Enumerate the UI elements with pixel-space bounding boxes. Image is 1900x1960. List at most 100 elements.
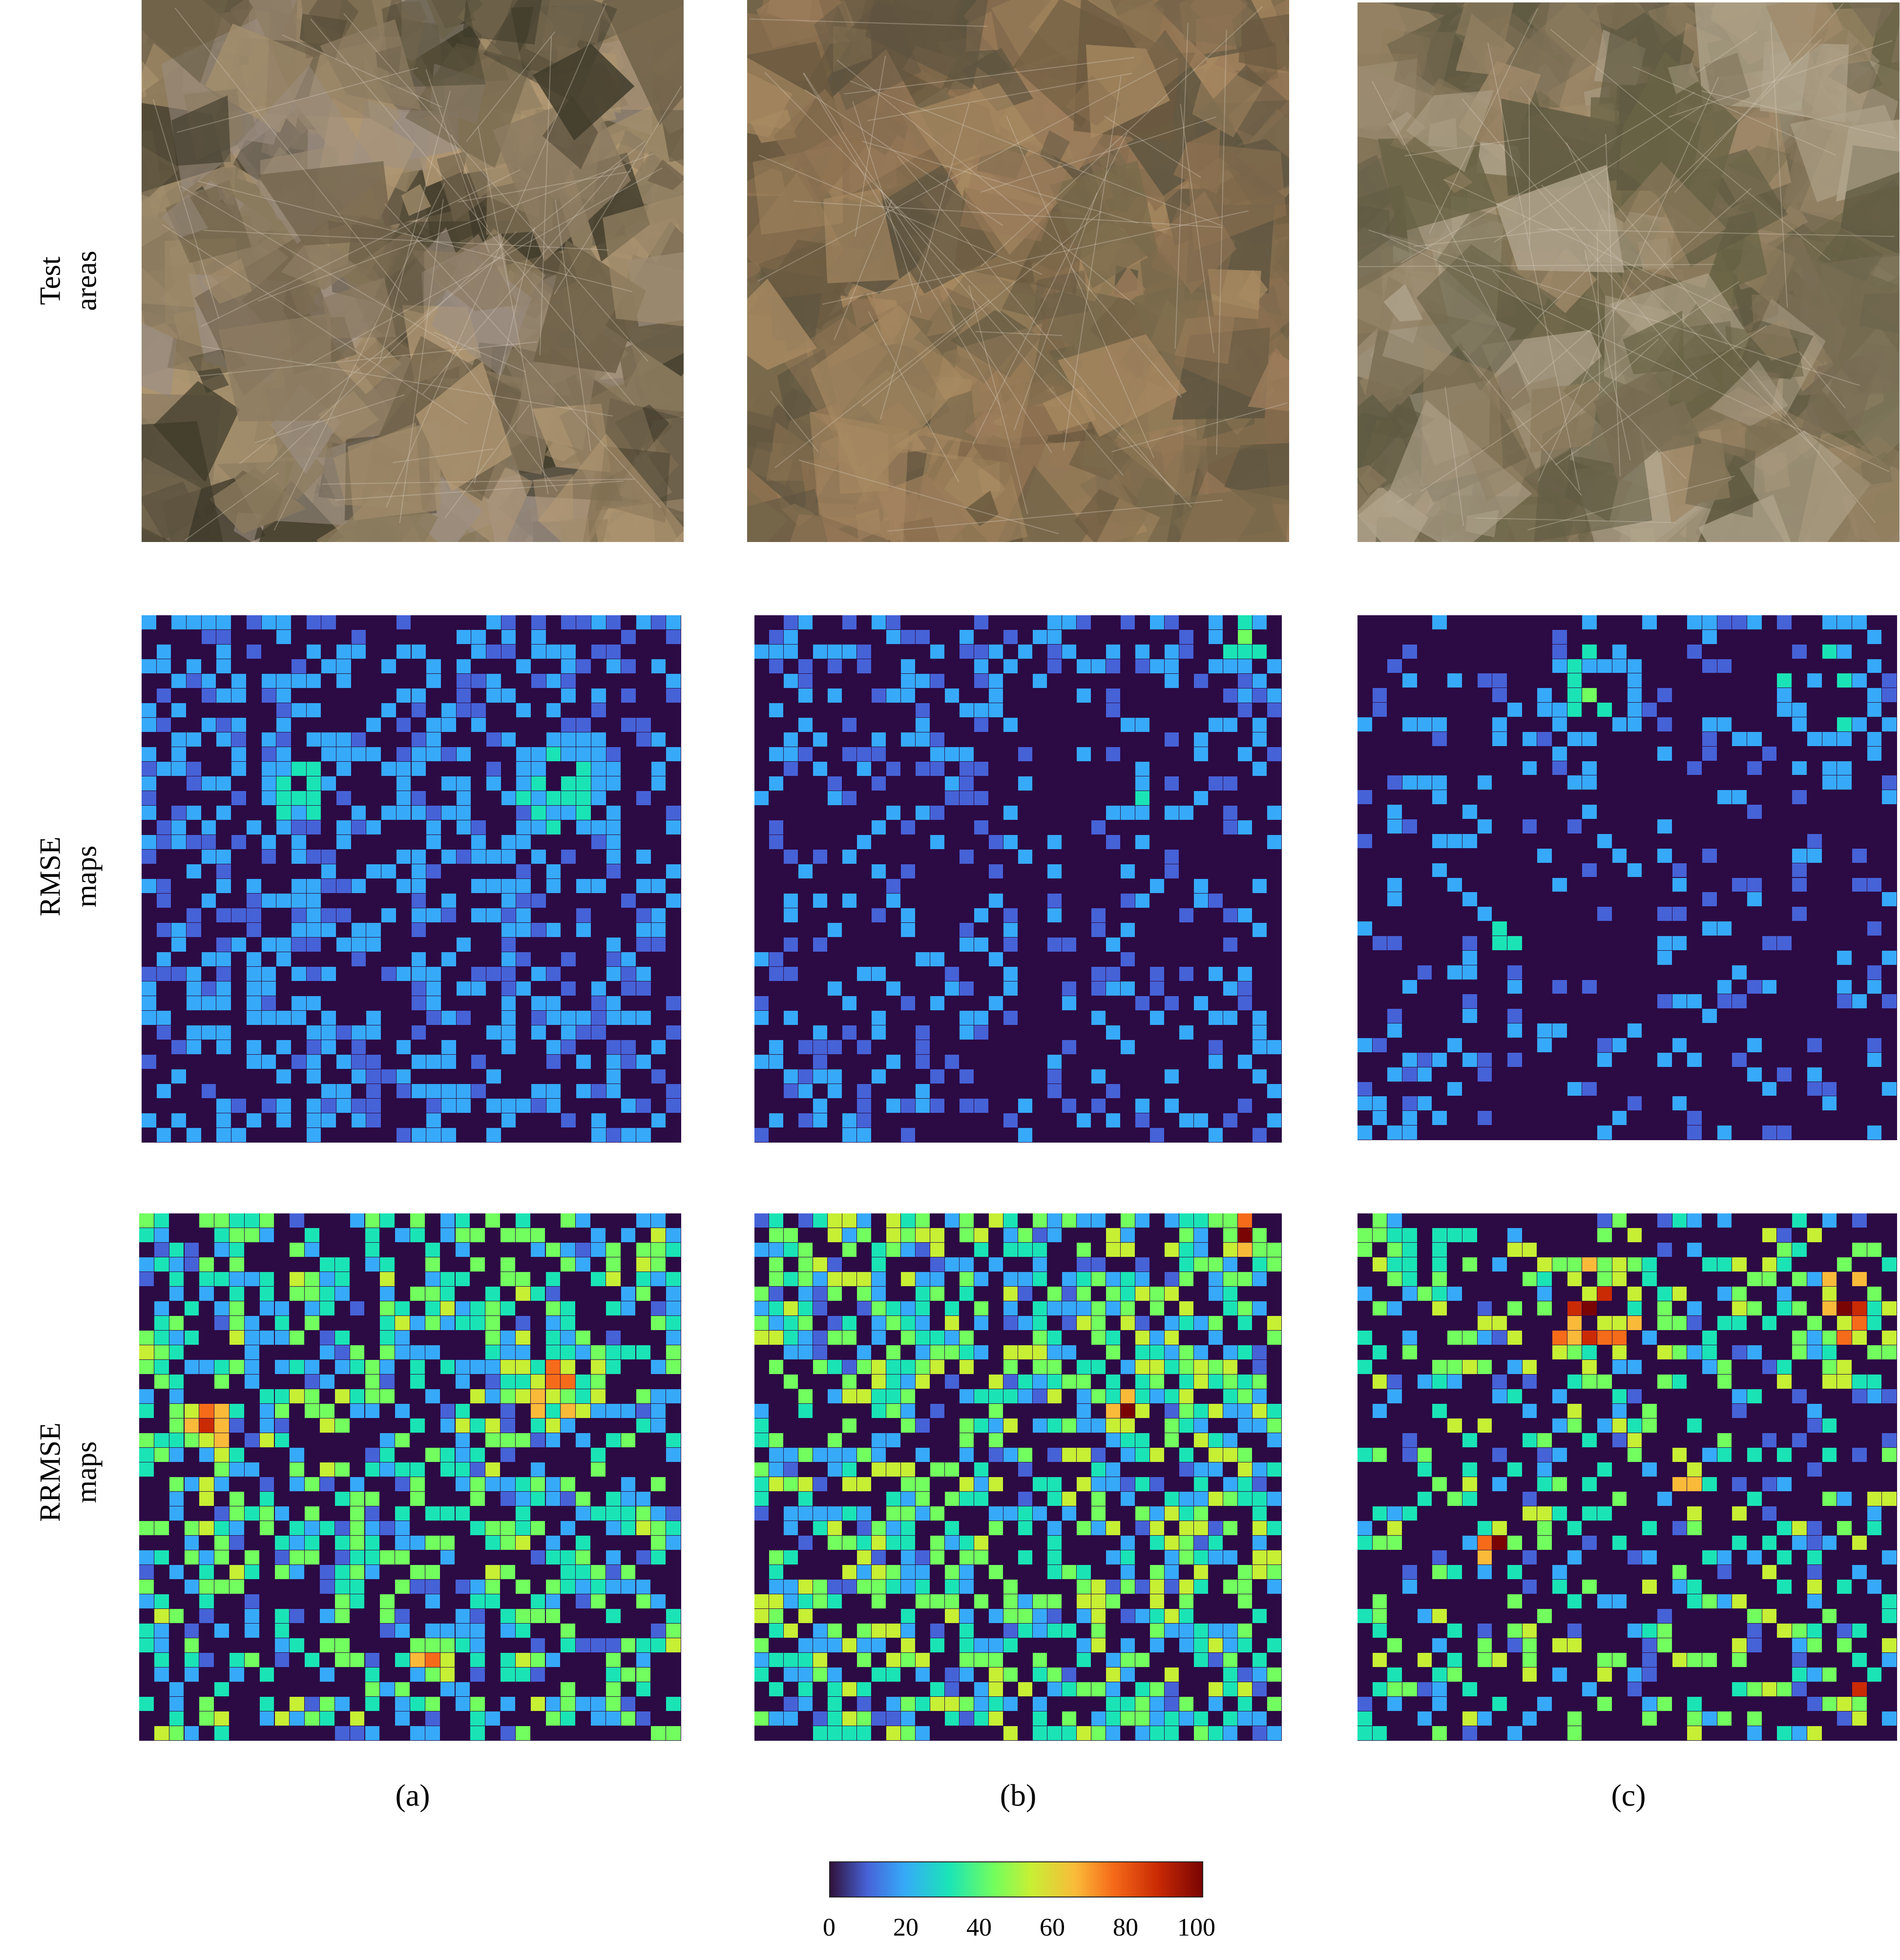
heatmap-cell <box>426 732 441 747</box>
heatmap-cell <box>441 850 456 864</box>
heatmap-cell <box>1477 1418 1492 1433</box>
heatmap-cell <box>1033 1389 1047 1403</box>
heatmap-cell <box>261 776 276 791</box>
heatmap-cell <box>426 718 441 732</box>
heatmap-cell <box>1077 1287 1091 1301</box>
heatmap-cell <box>1238 908 1252 922</box>
heatmap-cell <box>1687 1213 1702 1228</box>
heatmap-cell <box>591 645 606 659</box>
heatmap-cell <box>142 879 156 893</box>
heatmap-cell <box>828 923 842 937</box>
heatmap-cell <box>365 1726 380 1740</box>
heatmap-cell <box>1209 630 1223 644</box>
heatmap-cell <box>1642 1580 1657 1594</box>
heatmap-cell <box>246 952 261 966</box>
heatmap-cell <box>1223 938 1237 952</box>
heatmap-cell <box>1417 1096 1432 1111</box>
heatmap-cell <box>381 1069 396 1084</box>
heatmap-cell <box>1135 1113 1149 1127</box>
heatmap-cell <box>216 1128 231 1142</box>
heatmap-cell <box>576 1331 590 1345</box>
heatmap-cell <box>651 1360 666 1374</box>
heatmap-cell <box>1209 1653 1223 1667</box>
heatmap-cell <box>916 1653 930 1667</box>
heatmap-cell <box>591 791 606 805</box>
heatmap-cell <box>199 1594 214 1608</box>
heatmap-cell <box>930 762 944 776</box>
heatmap-cell <box>291 850 306 864</box>
heatmap-cell <box>320 1345 334 1359</box>
heatmap-cell <box>231 791 246 805</box>
heatmap-cell <box>199 1565 214 1579</box>
heatmap-cell <box>1582 1477 1597 1491</box>
heatmap-cell <box>651 1272 666 1286</box>
heatmap-cell <box>1238 1624 1252 1638</box>
heatmap-cell <box>184 1331 199 1345</box>
heatmap-cell <box>960 1653 974 1667</box>
heatmap-cell <box>290 1272 305 1286</box>
heatmap-cell <box>1402 1433 1417 1447</box>
heatmap-cell <box>1627 1418 1642 1433</box>
heatmap-cell <box>1612 1331 1627 1345</box>
heatmap-cell <box>1091 1609 1106 1623</box>
heatmap-cell <box>857 1287 871 1301</box>
heatmap-cell <box>901 864 915 878</box>
heatmap-cell <box>1387 1228 1402 1242</box>
heatmap-cell <box>1672 1038 1687 1052</box>
heatmap-cell <box>545 1345 561 1359</box>
heatmap-cell <box>1447 1668 1462 1682</box>
heatmap-cell <box>901 1301 915 1315</box>
heatmap-cell <box>1792 1653 1807 1667</box>
heatmap-cell <box>426 1128 441 1142</box>
heatmap-cell <box>1077 1360 1091 1374</box>
heatmap-cell <box>1717 1433 1732 1447</box>
heatmap-cell <box>501 1418 515 1433</box>
heatmap-cell <box>187 967 201 981</box>
heatmap-cell <box>1582 1682 1597 1696</box>
heatmap-cell <box>945 1536 959 1550</box>
heatmap-cell <box>798 1653 813 1667</box>
heatmap-cell <box>1627 1287 1642 1301</box>
heatmap-cell <box>1552 1389 1567 1403</box>
heatmap-cell <box>350 1506 365 1521</box>
heatmap-cell <box>455 1316 470 1330</box>
heatmap-cell <box>156 718 171 732</box>
heatmap-cell <box>901 1228 915 1242</box>
heatmap-cell <box>621 1099 636 1113</box>
heatmap-cell <box>545 1433 561 1447</box>
heatmap-cell <box>306 908 321 922</box>
heatmap-cell <box>1612 1213 1627 1228</box>
heatmap-cell <box>290 1711 305 1726</box>
heatmap-cell <box>769 747 783 761</box>
heatmap-cell <box>1732 1052 1747 1067</box>
heatmap-cell <box>455 1228 470 1242</box>
heatmap-cell <box>1179 1301 1193 1315</box>
heatmap-cell <box>666 1025 681 1040</box>
heatmap-cell <box>916 1668 930 1682</box>
heatmap-cell <box>139 1580 154 1594</box>
heatmap-cell <box>321 659 336 673</box>
heatmap-cell <box>1702 615 1717 629</box>
heatmap-cell <box>857 1624 871 1638</box>
heatmap-cell <box>1253 1040 1267 1054</box>
heatmap-cell <box>1047 1609 1062 1623</box>
heatmap-cell <box>321 1040 336 1054</box>
heatmap-cell <box>605 1682 621 1696</box>
heatmap-cell <box>471 645 486 659</box>
heatmap-cell <box>1807 1082 1822 1096</box>
heatmap-cell <box>1882 1609 1897 1623</box>
heatmap-cell <box>989 1418 1003 1433</box>
heatmap-cell <box>321 864 336 878</box>
heatmap-cell <box>828 1682 842 1696</box>
heatmap-cell <box>169 1243 184 1257</box>
heatmap-cell <box>231 835 246 849</box>
heatmap-cell <box>769 630 783 644</box>
heatmap-cell <box>426 659 441 673</box>
heatmap-cell <box>945 791 959 805</box>
heatmap-cell <box>651 1521 666 1535</box>
heatmap-cell <box>576 1084 591 1098</box>
heatmap-cell <box>1822 1213 1837 1228</box>
heatmap-cell <box>276 630 291 644</box>
heatmap-cell <box>350 1550 365 1564</box>
heatmap-cell <box>156 923 171 937</box>
